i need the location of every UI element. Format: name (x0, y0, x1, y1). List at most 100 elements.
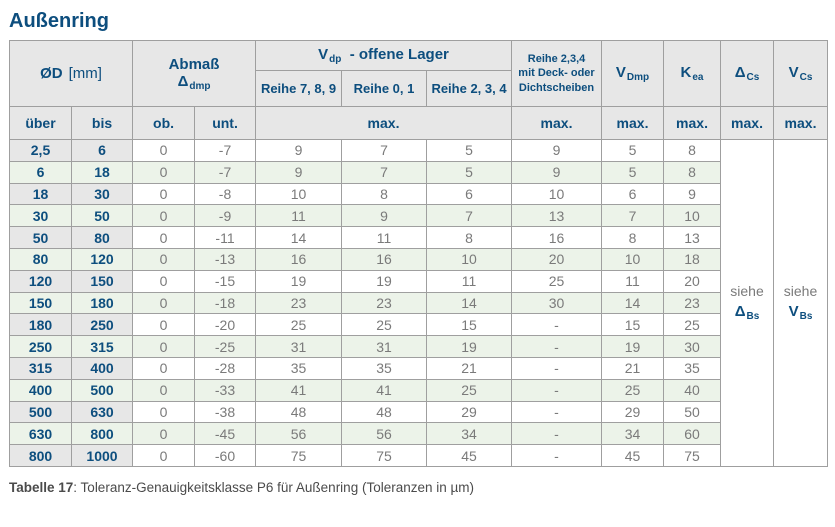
cell-r789: 56 (255, 422, 343, 446)
cell-bis: 400 (70, 356, 134, 380)
cell-ob: 0 (132, 444, 196, 467)
cell-ueber: 630 (9, 422, 72, 446)
cell-r234: 25 (426, 378, 513, 402)
table-row: 150 180 0 -18 23 23 14 30 14 23 (9, 291, 828, 315)
cell-r234: 7 (426, 204, 513, 228)
cell-kea: 20 (663, 269, 722, 293)
cell-sealed: - (511, 335, 603, 358)
cell-sealed: - (511, 378, 603, 402)
page-title: Außenring (9, 10, 109, 32)
header-abmass-symbol: Δdmp (177, 72, 211, 92)
cell-ueber: 18 (9, 182, 72, 206)
cell-r01: 48 (341, 400, 428, 424)
cell-unt: -20 (194, 313, 257, 337)
cell-kea: 10 (663, 204, 722, 228)
cell-unt: -38 (194, 400, 257, 424)
cell-kea: 35 (663, 356, 722, 380)
cell-kea: 30 (663, 335, 722, 358)
header-sealed-series: Reihe 2,3,4 mit Deck- oder Dichtscheiben (511, 40, 603, 107)
cell-r01: 7 (341, 160, 428, 184)
cell-ob: 0 (132, 335, 196, 358)
cell-unt: -11 (194, 226, 257, 249)
cell-kea: 23 (663, 291, 722, 315)
header-delta-cs: ΔCs (720, 40, 775, 107)
cell-unt: -45 (194, 422, 257, 446)
cell-r789: 16 (255, 247, 343, 271)
cell-bis: 6 (70, 139, 134, 162)
table-body: 2,5 6 0 -7 9 7 5 9 5 8 siehe ΔBs siehe VBs 6 18 0 -7 9 7 5 9 5… (9, 139, 829, 467)
cell-bis: 180 (70, 291, 134, 315)
cell-bis: 1000 (70, 444, 134, 467)
table-row: 315 400 0 -28 35 35 21-21 35 (9, 356, 828, 380)
table-row: 250 315 0 -25 31 31 19-19 30 (9, 335, 828, 358)
cell-ueber: 315 (9, 356, 72, 380)
cell-ob: 0 (132, 378, 196, 402)
header-max-delta-cs: max. (720, 106, 775, 140)
cell-bis: 80 (70, 226, 134, 249)
cell-unt: -28 (194, 356, 257, 380)
page: Außenring ØD [mm] Abmaß Δdmp Vdp - offene… (8, 10, 829, 495)
cell-sealed: - (511, 444, 603, 467)
cell-r789: 35 (255, 356, 343, 380)
cell-ob: 0 (132, 204, 196, 228)
cell-r789: 10 (255, 182, 343, 206)
cell-r01: 25 (341, 313, 428, 337)
cell-vdmp: 5 (601, 160, 665, 184)
caption-text: : Toleranz-Genauigkeitsklasse P6 für Auß… (73, 479, 475, 495)
cell-ueber: 250 (9, 335, 72, 358)
table-row: 6 18 0 -7 9 7 5 9 5 8 (9, 160, 828, 184)
cell-ueber: 80 (9, 247, 72, 271)
header-reihe-234: Reihe 2, 3, 4 (426, 70, 513, 107)
cell-r234: 8 (426, 226, 513, 249)
table-row: 18 30 0 -8 10 8 6 10 6 9 (9, 182, 828, 206)
header-ueber: über (9, 106, 72, 140)
header-max-vdmp: max. (601, 106, 665, 140)
cell-r789: 75 (255, 444, 343, 467)
cell-r234: 15 (426, 313, 513, 337)
table-row: 2,5 6 0 -7 9 7 5 9 5 8 siehe ΔBs siehe VBs (9, 139, 829, 467)
cell-kea: 18 (663, 247, 722, 271)
cell-r234: 19 (426, 335, 513, 358)
cell-kea: 13 (663, 226, 722, 249)
header-diameter: ØD [mm] (8, 40, 134, 107)
cell-bis: 120 (70, 247, 134, 271)
cell-unt: -7 (194, 139, 257, 162)
cell-sealed: - (511, 400, 603, 424)
cell-kea: 50 (663, 400, 722, 424)
table-row: 400 500 0 -33 41 41 25-25 40 (9, 378, 828, 402)
cell-ueber: 6 (9, 160, 72, 184)
cell-r789: 41 (255, 378, 343, 402)
cell-sealed: 9 (511, 160, 603, 184)
cell-r01: 35 (341, 356, 428, 380)
cell-vdmp: 14 (601, 291, 665, 315)
cell-sealed: 10 (511, 182, 603, 206)
cell-r234: 10 (426, 247, 513, 271)
cell-kea: 75 (663, 444, 722, 467)
cell-kea: 8 (663, 160, 722, 184)
cell-kea: 9 (663, 182, 722, 206)
cell-r234: 5 (426, 139, 513, 162)
cell-r789: 48 (255, 400, 343, 424)
cell-r789: 14 (255, 226, 343, 249)
cell-sealed: 30 (511, 291, 603, 315)
cell-r01: 8 (341, 182, 428, 206)
cell-unt: -15 (194, 269, 257, 293)
header-unt: unt. (194, 106, 257, 140)
cell-vdmp: 45 (601, 444, 665, 467)
cell-r789: 9 (255, 139, 343, 162)
table-row: 500 630 0 -38 48 48 29-29 50 (9, 400, 828, 424)
cell-r01: 31 (341, 335, 428, 358)
cell-ueber: 180 (9, 313, 72, 337)
table-row: 120 150 0 -15 19 19 11 25 11 20 (9, 269, 828, 293)
header-vdp-group: Vdp - offene Lager (255, 40, 513, 71)
cell-r234: 11 (426, 269, 513, 293)
cell-r234: 29 (426, 400, 513, 424)
table-row: 630 800 0 -45 56 56 34-34 60 (9, 422, 828, 446)
cell-vdmp: 29 (601, 400, 665, 424)
header-max-sealed: max. (511, 106, 603, 140)
header-bis: bis (70, 106, 134, 140)
cell-ueber: 800 (9, 444, 72, 467)
cell-ob: 0 (132, 182, 196, 206)
cell-ueber: 400 (9, 378, 72, 402)
header-vcs: VCs (773, 40, 829, 107)
